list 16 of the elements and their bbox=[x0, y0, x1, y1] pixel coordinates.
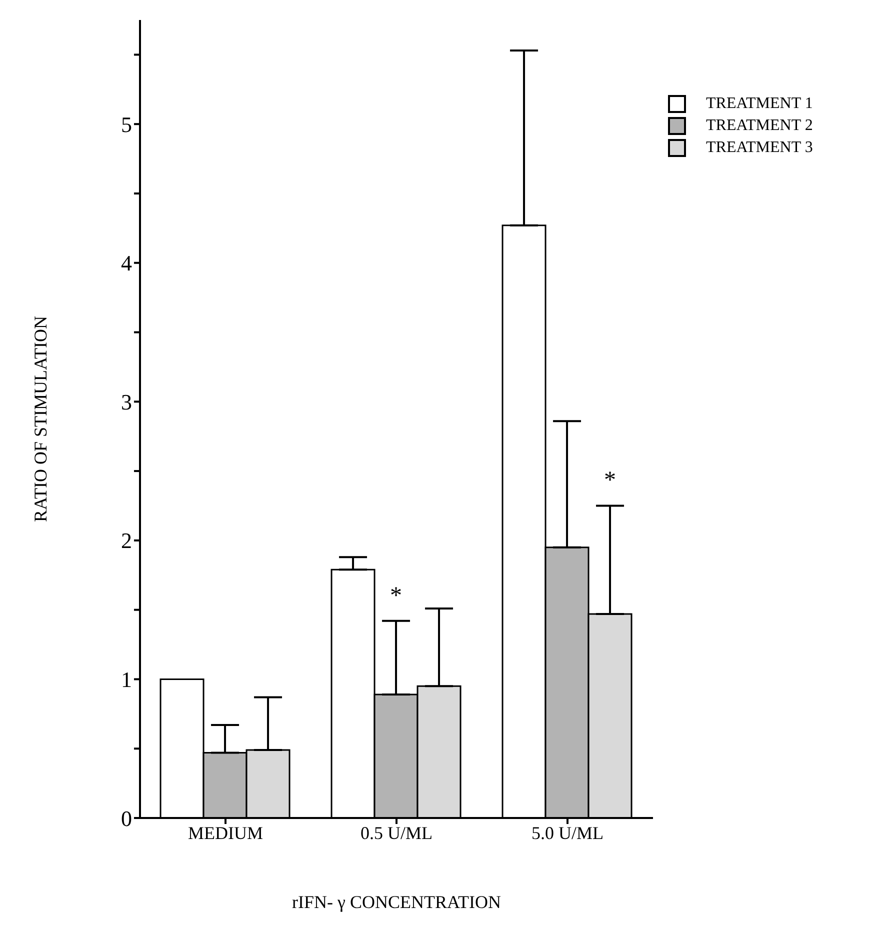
legend-label: TREATMENT 2 bbox=[706, 117, 813, 135]
annotation: * bbox=[390, 582, 402, 609]
y-tick-label: 4 bbox=[121, 250, 132, 276]
y-tick-label: 1 bbox=[121, 667, 132, 692]
y-tick-label: 0 bbox=[121, 806, 132, 831]
x-tick-label: MEDIUM bbox=[188, 822, 263, 843]
x-tick-label: 5.0 U/ML bbox=[532, 822, 604, 843]
legend-label: TREATMENT 3 bbox=[706, 139, 813, 157]
y-tick-label: 2 bbox=[121, 528, 132, 554]
y-axis-title: RATIO OF STIMULATION bbox=[30, 316, 50, 522]
x-tick-label: 0.5 U/ML bbox=[360, 822, 432, 843]
x-axis-title: rIFN- γ CONCENTRATION bbox=[292, 892, 501, 912]
legend-label: TREATMENT 1 bbox=[706, 95, 813, 113]
y-tick-label: 5 bbox=[121, 112, 132, 137]
annotation: * bbox=[604, 468, 616, 494]
y-tick-label: 3 bbox=[121, 389, 132, 414]
